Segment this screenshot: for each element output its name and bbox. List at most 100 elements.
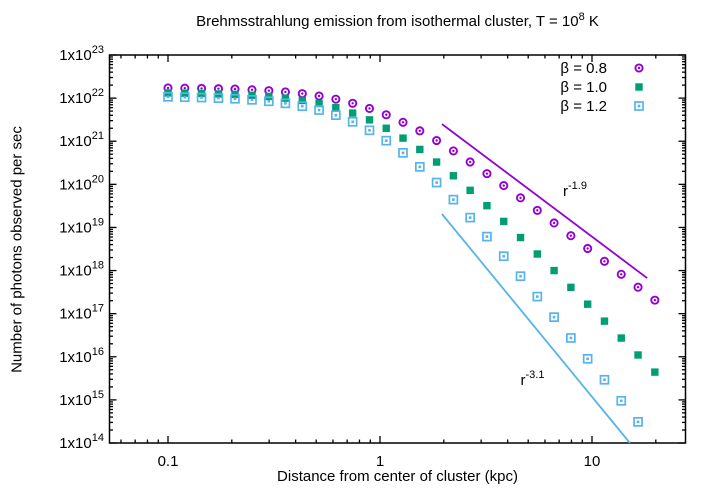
data-point-dot bbox=[183, 95, 187, 99]
data-point bbox=[532, 205, 542, 215]
data-point bbox=[263, 96, 274, 107]
y-tick-label: 1x1017 bbox=[59, 303, 104, 323]
data-point bbox=[415, 126, 425, 136]
slope-annotation: r-1.9 bbox=[563, 180, 587, 200]
data-point bbox=[498, 251, 509, 262]
data-point-dot bbox=[569, 234, 573, 237]
legend-marker bbox=[634, 63, 644, 73]
data-point-dot bbox=[619, 399, 623, 403]
data-point-dot bbox=[368, 129, 371, 132]
data-point-dot bbox=[284, 90, 287, 94]
data-point bbox=[298, 96, 306, 105]
data-point bbox=[364, 125, 375, 136]
data-point bbox=[617, 334, 625, 342]
data-point bbox=[332, 103, 340, 112]
data-point bbox=[399, 134, 407, 142]
data-point-dot bbox=[586, 247, 589, 250]
data-point bbox=[314, 91, 324, 101]
data-point bbox=[315, 99, 323, 108]
data-point-dot bbox=[485, 235, 489, 238]
data-point bbox=[533, 250, 542, 258]
guide-line bbox=[441, 213, 631, 444]
data-point-dot bbox=[267, 89, 271, 92]
y-tick-label: 1x1015 bbox=[59, 389, 104, 409]
data-point bbox=[466, 186, 474, 195]
data-point-dot bbox=[519, 274, 522, 278]
data-point-dot bbox=[603, 260, 606, 263]
data-point bbox=[416, 145, 424, 154]
data-point bbox=[364, 103, 375, 113]
data-point bbox=[582, 353, 593, 364]
data-point bbox=[348, 109, 357, 117]
data-point-dot bbox=[502, 184, 505, 187]
data-point-dot bbox=[485, 172, 489, 175]
data-point-dot bbox=[435, 181, 438, 184]
data-point bbox=[281, 94, 290, 102]
data-point bbox=[365, 116, 374, 124]
data-point bbox=[331, 94, 341, 104]
data-point bbox=[633, 417, 643, 427]
plot-border bbox=[108, 54, 687, 444]
data-point-dot bbox=[233, 97, 237, 101]
data-point bbox=[532, 291, 543, 302]
data-point bbox=[230, 93, 240, 104]
data-point bbox=[448, 194, 459, 205]
data-point bbox=[247, 94, 257, 105]
data-point bbox=[163, 91, 173, 102]
data-point bbox=[515, 193, 526, 203]
data-point-dot bbox=[536, 209, 539, 212]
y-tick-label: 1x1014 bbox=[59, 432, 104, 452]
data-point-dot bbox=[317, 108, 321, 112]
data-point-dot bbox=[552, 221, 556, 225]
data-point-dot bbox=[351, 102, 354, 105]
chart-title-text: Brehmsstrahlung emission from isothermal… bbox=[196, 13, 579, 30]
data-point bbox=[482, 231, 492, 242]
legend-label: β = 1.2 bbox=[560, 98, 607, 115]
data-point-dot bbox=[452, 198, 455, 201]
data-point-dot bbox=[620, 273, 623, 276]
data-point-dot bbox=[536, 295, 539, 298]
y-tick-label: 1x1022 bbox=[59, 87, 104, 107]
legend-label: β = 1.0 bbox=[560, 79, 607, 96]
data-point bbox=[465, 212, 475, 223]
data-point bbox=[583, 243, 593, 254]
data-point-dot bbox=[368, 107, 371, 110]
data-point-dot bbox=[502, 254, 506, 258]
data-point bbox=[398, 117, 408, 127]
slope-annotation: r-3.1 bbox=[521, 369, 545, 389]
data-point-dot bbox=[166, 86, 170, 90]
data-point-dot bbox=[183, 86, 186, 90]
data-point-dot bbox=[200, 96, 203, 99]
data-point-dot bbox=[653, 298, 657, 302]
data-point bbox=[280, 98, 291, 109]
data-point-dot bbox=[418, 165, 422, 169]
chart-title-suffix: K bbox=[584, 13, 599, 30]
data-point bbox=[599, 374, 610, 385]
data-point bbox=[483, 201, 491, 210]
y-tick-label: 1x1023 bbox=[59, 44, 104, 64]
data-point-dot bbox=[217, 87, 220, 90]
data-point bbox=[314, 105, 324, 115]
data-point-dot bbox=[468, 216, 472, 219]
data-point bbox=[381, 135, 392, 146]
data-point bbox=[550, 266, 558, 275]
legend-marker-dot bbox=[637, 66, 641, 70]
data-point-dot bbox=[636, 420, 640, 424]
data-point bbox=[633, 282, 643, 292]
data-point-dot bbox=[569, 336, 573, 340]
data-point-dot bbox=[250, 88, 254, 91]
data-point-dot bbox=[284, 102, 287, 105]
x-axis-label: Distance from center of cluster (kpc) bbox=[277, 468, 518, 485]
data-point bbox=[599, 256, 610, 266]
legend-marker bbox=[634, 101, 644, 111]
data-point bbox=[414, 162, 425, 172]
data-point bbox=[499, 181, 509, 191]
data-point-dot bbox=[233, 87, 237, 91]
data-point bbox=[449, 172, 458, 180]
data-point-dot bbox=[166, 95, 170, 99]
x-tick-label: 10 bbox=[584, 453, 601, 470]
data-point-dot bbox=[452, 149, 455, 153]
data-point bbox=[567, 283, 575, 292]
